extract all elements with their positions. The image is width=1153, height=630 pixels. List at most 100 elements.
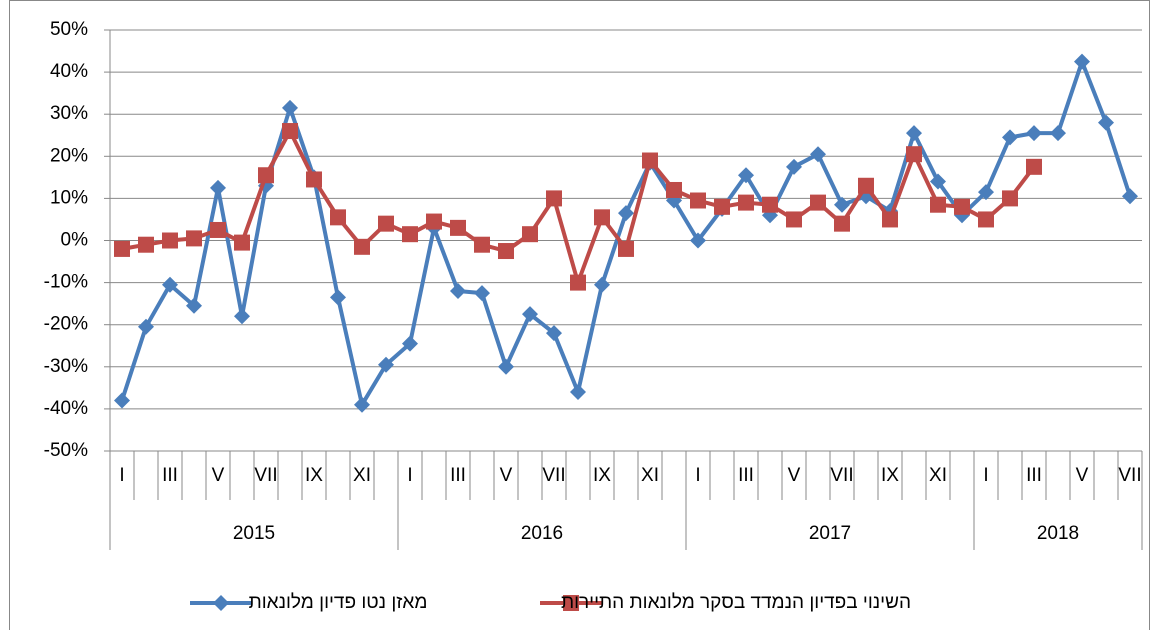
data-point xyxy=(234,308,250,325)
data-point xyxy=(810,194,826,211)
x-tick-label: I xyxy=(983,465,988,486)
data-point xyxy=(1026,158,1042,175)
data-point xyxy=(354,238,370,255)
data-point xyxy=(1002,190,1018,207)
x-tick-label: V xyxy=(500,465,513,486)
data-point xyxy=(594,276,610,293)
data-point xyxy=(450,219,466,236)
data-point xyxy=(738,194,754,211)
x-tick-label: VII xyxy=(830,465,853,486)
y-tick-label: -30% xyxy=(44,356,88,377)
data-point xyxy=(618,205,634,222)
data-point xyxy=(282,99,298,116)
data-point xyxy=(450,283,466,300)
legend-marker xyxy=(563,595,579,611)
x-tick-label: V xyxy=(212,465,225,486)
data-point xyxy=(162,276,178,293)
data-point xyxy=(618,240,634,257)
year-label: 2018 xyxy=(1037,523,1079,544)
data-point xyxy=(810,146,826,163)
data-point xyxy=(138,236,154,253)
x-tick-label: VII xyxy=(542,465,565,486)
data-point xyxy=(378,215,394,232)
legend-label: השינוי בפדיון הנמדד בסקר מלונאות התיירות xyxy=(561,592,911,613)
data-point xyxy=(570,274,586,291)
data-point xyxy=(1002,129,1018,146)
data-point xyxy=(930,196,946,213)
x-tick-label: VII xyxy=(1118,465,1141,486)
data-point xyxy=(114,240,130,257)
data-point xyxy=(690,232,706,249)
x-tick-label: IX xyxy=(881,465,899,486)
y-tick-label: 40% xyxy=(50,61,88,82)
data-point xyxy=(474,285,490,302)
x-tick-label: III xyxy=(450,465,466,486)
data-point xyxy=(762,196,778,213)
data-point xyxy=(1098,114,1114,131)
data-point xyxy=(906,146,922,163)
x-tick-label: I xyxy=(695,465,700,486)
y-tick-label: 20% xyxy=(50,145,88,166)
x-tick-label: XI xyxy=(641,465,659,486)
data-point xyxy=(114,392,130,409)
data-point xyxy=(258,167,274,184)
data-point xyxy=(306,171,322,188)
data-point xyxy=(978,211,994,228)
data-point xyxy=(570,384,586,401)
data-point xyxy=(186,230,202,247)
x-tick-label: V xyxy=(788,465,801,486)
data-point xyxy=(858,177,874,194)
data-point xyxy=(186,297,202,314)
data-point xyxy=(786,211,802,228)
data-point xyxy=(642,152,658,169)
data-point xyxy=(930,173,946,190)
y-tick-label: 50% xyxy=(50,19,88,40)
data-point xyxy=(426,213,442,230)
data-point xyxy=(474,236,490,253)
data-point xyxy=(738,167,754,184)
x-tick-label: III xyxy=(162,465,178,486)
data-point xyxy=(210,179,226,196)
y-tick-label: 10% xyxy=(50,187,88,208)
data-point xyxy=(522,306,538,323)
y-tick-label: -40% xyxy=(44,398,88,419)
y-tick-label: -50% xyxy=(44,440,88,461)
series-line xyxy=(121,129,1036,285)
year-label: 2017 xyxy=(809,523,851,544)
data-point xyxy=(1026,125,1042,142)
data-point xyxy=(546,190,562,207)
data-point xyxy=(1074,53,1090,70)
legend-label: מאזן נטו פדיון מלונאות xyxy=(249,592,428,613)
year-label: 2015 xyxy=(233,523,275,544)
data-point xyxy=(666,181,682,198)
data-point xyxy=(330,289,346,306)
y-tick-label: 30% xyxy=(50,103,88,124)
data-point xyxy=(906,125,922,142)
x-tick-label: III xyxy=(738,465,754,486)
data-point xyxy=(882,211,898,228)
data-point xyxy=(498,243,514,260)
data-point xyxy=(234,234,250,251)
data-point xyxy=(402,226,418,243)
x-tick-label: IX xyxy=(593,465,611,486)
y-tick-label: -10% xyxy=(44,272,88,293)
year-label: 2016 xyxy=(521,523,563,544)
data-point xyxy=(834,196,850,213)
data-point xyxy=(1122,188,1138,205)
data-point xyxy=(954,198,970,215)
chart-border xyxy=(9,0,1150,630)
data-point xyxy=(1050,125,1066,142)
data-point xyxy=(330,209,346,226)
data-point xyxy=(546,325,562,342)
x-tick-label: IX xyxy=(305,465,323,486)
y-tick-label: 0% xyxy=(61,230,89,251)
x-tick-label: I xyxy=(119,465,124,486)
data-point xyxy=(594,209,610,226)
x-tick-label: VII xyxy=(254,465,277,486)
data-point xyxy=(354,396,370,413)
data-point xyxy=(210,221,226,238)
x-tick-label: XI xyxy=(929,465,947,486)
data-point xyxy=(378,356,394,373)
data-point xyxy=(138,318,154,335)
